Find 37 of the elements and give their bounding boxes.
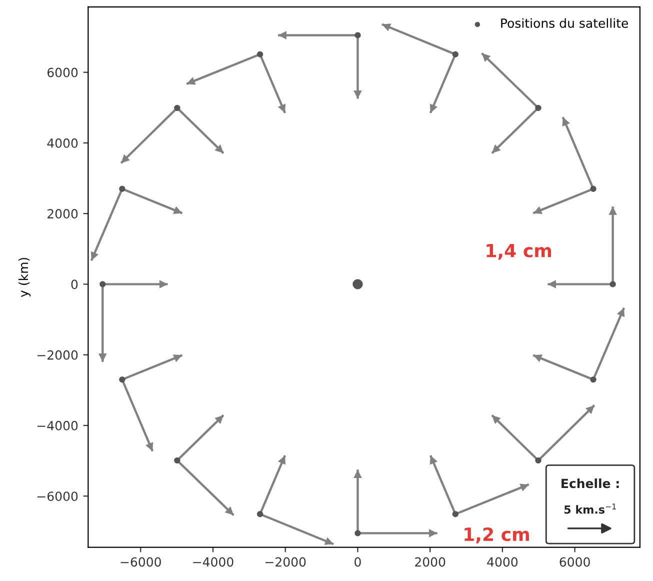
point — [119, 186, 126, 192]
point — [590, 376, 596, 383]
annotation: 1,4 cm — [486, 244, 552, 260]
point — [256, 511, 264, 518]
y-tick-label: −4000 — [37, 420, 78, 430]
point — [352, 279, 363, 290]
y-tick-label: 2000 — [48, 209, 78, 218]
x-tick-label: −6000 — [120, 557, 161, 567]
point — [535, 457, 542, 464]
x-tick-label: 6000 — [560, 557, 590, 567]
legend-label: Positions du satellite — [501, 18, 628, 28]
x-tick-label: 2000 — [415, 557, 446, 567]
point — [610, 281, 616, 288]
point — [452, 511, 459, 518]
point — [256, 51, 264, 58]
x-tick-label: −2000 — [266, 557, 306, 567]
y-tick-label: 0 — [71, 280, 78, 290]
y-tick-label: 6000 — [47, 68, 78, 78]
y-tick-label: −2000 — [37, 350, 78, 360]
point — [100, 281, 106, 288]
annotation: Echelle : — [562, 478, 619, 488]
point — [174, 457, 180, 464]
y-tick-label: 4000 — [47, 138, 78, 148]
point — [174, 104, 180, 112]
annotation: 1,2 cm — [464, 527, 529, 544]
y-tick-label: −6000 — [37, 492, 78, 502]
point — [354, 530, 361, 536]
point — [354, 32, 361, 38]
annotation: 5 km.s$^{−1}$ — [564, 504, 616, 514]
point — [452, 51, 459, 58]
point — [535, 104, 542, 112]
point — [590, 186, 596, 192]
x-tick-label: −4000 — [193, 557, 234, 567]
x-tick-label: 0 — [354, 557, 361, 567]
y-axis-title: y (km) — [18, 258, 31, 298]
x-tick-label: 4000 — [487, 557, 518, 567]
point — [119, 376, 126, 383]
